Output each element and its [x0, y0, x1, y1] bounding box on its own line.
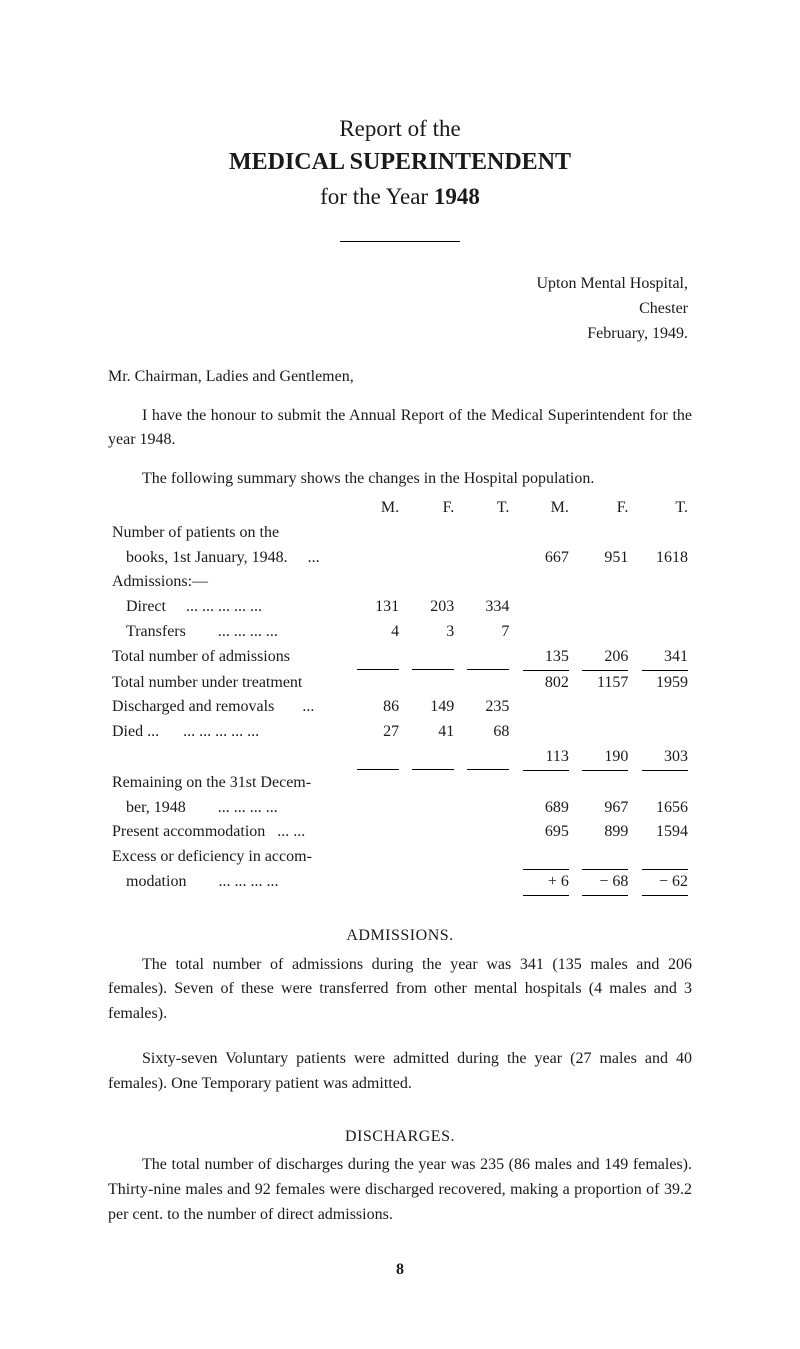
rule-line	[523, 895, 569, 896]
row-label: Total number of admissions	[108, 645, 348, 670]
page-number: 8	[108, 1258, 692, 1283]
table-row: Direct ... ... ... ... ... 131 203 334	[108, 595, 692, 620]
rule-row	[108, 895, 692, 896]
page: Report of the MEDICAL SUPERINTENDENT for…	[0, 0, 800, 1323]
cell: 203	[403, 595, 458, 620]
row-label: Excess or deficiency in accom-	[108, 845, 348, 870]
address-l2: Chester	[639, 300, 688, 317]
cell: 135	[513, 645, 573, 670]
cell: 206	[573, 645, 633, 670]
row-label: Number of patients on the	[108, 521, 348, 546]
col-m2: M.	[513, 496, 573, 521]
cell: 68	[458, 720, 513, 745]
col-m: M.	[348, 496, 403, 521]
discharges-head: DISCHARGES.	[108, 1125, 692, 1150]
row-label: Direct	[126, 598, 166, 615]
admissions-p2: Sixty-seven Voluntary patients were admi…	[108, 1047, 692, 1097]
table-row: ber, 1948 ... ... ... ... 689 967 1656	[108, 796, 692, 821]
col-t: T.	[458, 496, 513, 521]
cell: 190	[573, 745, 633, 770]
rule-line	[642, 895, 688, 896]
cell: 41	[403, 720, 458, 745]
stats-table: M. F. T. M. F. T. Number of patients on …	[108, 496, 692, 896]
col-f: F.	[403, 496, 458, 521]
address-l1: Upton Mental Hospital,	[536, 275, 688, 292]
table-row: 113 190 303	[108, 745, 692, 770]
address-l3: February, 1949.	[587, 325, 688, 342]
cell: 113	[513, 745, 573, 770]
cell: 86	[348, 695, 403, 720]
table-row: Died ... ... ... ... ... ... 27 41 68	[108, 720, 692, 745]
table-row: Total number under treatment 802 1157 19…	[108, 671, 692, 696]
cell: 235	[458, 695, 513, 720]
cell: 1157	[573, 671, 633, 696]
cell: 689	[513, 796, 573, 821]
row-label: ber, 1948	[126, 799, 186, 816]
cell: 4	[348, 620, 403, 645]
cell: 3	[403, 620, 458, 645]
title-line-3a: for the Year	[320, 184, 434, 209]
row-label: Transfers	[126, 623, 186, 640]
row-label: modation	[126, 873, 186, 890]
table-row: Admissions:—	[108, 570, 692, 595]
cell: 303	[632, 745, 692, 770]
table-row: Excess or deficiency in accom-	[108, 845, 692, 870]
row-label: Present accommodation	[112, 823, 265, 840]
cell: 951	[573, 546, 633, 571]
intro-p2: The following summary shows the changes …	[108, 467, 692, 492]
cell: 802	[513, 671, 573, 696]
table-row: Transfers ... ... ... ... 4 3 7	[108, 620, 692, 645]
table-row: Total number of admissions 135 206 341	[108, 645, 692, 670]
rule-line	[582, 895, 628, 896]
row-label: Admissions:—	[108, 570, 348, 595]
cell: 334	[458, 595, 513, 620]
col-t2: T.	[632, 496, 692, 521]
cell: 1618	[632, 546, 692, 571]
cell: 149	[403, 695, 458, 720]
cell: − 68	[573, 870, 633, 895]
cell: 1656	[632, 796, 692, 821]
report-title: Report of the MEDICAL SUPERINTENDENT for…	[108, 112, 692, 213]
cell: 899	[573, 820, 633, 845]
table-row: Present accommodation ... ... 695 899 15…	[108, 820, 692, 845]
table-row: books, 1st January, 1948. ... 667 951 16…	[108, 546, 692, 571]
table-head-row: M. F. T. M. F. T.	[108, 496, 692, 521]
col-f2: F.	[573, 496, 633, 521]
intro-p1: I have the honour to submit the Annual R…	[108, 404, 692, 454]
row-label: Died ...	[112, 723, 159, 740]
row-label: Remaining on the 31st Decem-	[108, 771, 348, 796]
address-block: Upton Mental Hospital, Chester February,…	[108, 272, 688, 346]
cell: 27	[348, 720, 403, 745]
cell: 967	[573, 796, 633, 821]
cell: 341	[632, 645, 692, 670]
cell: 1594	[632, 820, 692, 845]
admissions-p1: The total number of admissions during th…	[108, 953, 692, 1027]
cell: 131	[348, 595, 403, 620]
table-row: Discharged and removals ... 86 149 235	[108, 695, 692, 720]
cell: − 62	[632, 870, 692, 895]
table-row: Remaining on the 31st Decem-	[108, 771, 692, 796]
cell: 695	[513, 820, 573, 845]
admissions-head: ADMISSIONS.	[108, 924, 692, 949]
row-label: Total number under treatment	[108, 671, 348, 696]
title-line-3b: 1948	[434, 184, 480, 209]
row-label: books, 1st January, 1948.	[126, 549, 288, 566]
row-label: Discharged and removals	[112, 698, 274, 715]
cell: + 6	[513, 870, 573, 895]
table-row: modation ... ... ... ... + 6 − 68 − 62	[108, 870, 692, 895]
title-rule	[340, 241, 460, 242]
salutation: Mr. Chairman, Ladies and Gentlemen,	[108, 365, 692, 390]
discharges-p: The total number of discharges during th…	[108, 1153, 692, 1227]
title-line-1: Report of the	[339, 116, 460, 141]
title-line-2: MEDICAL SUPERINTENDENT	[229, 149, 571, 175]
cell: 667	[513, 546, 573, 571]
cell: 1959	[632, 671, 692, 696]
cell: 7	[458, 620, 513, 645]
table-row: Number of patients on the	[108, 521, 692, 546]
